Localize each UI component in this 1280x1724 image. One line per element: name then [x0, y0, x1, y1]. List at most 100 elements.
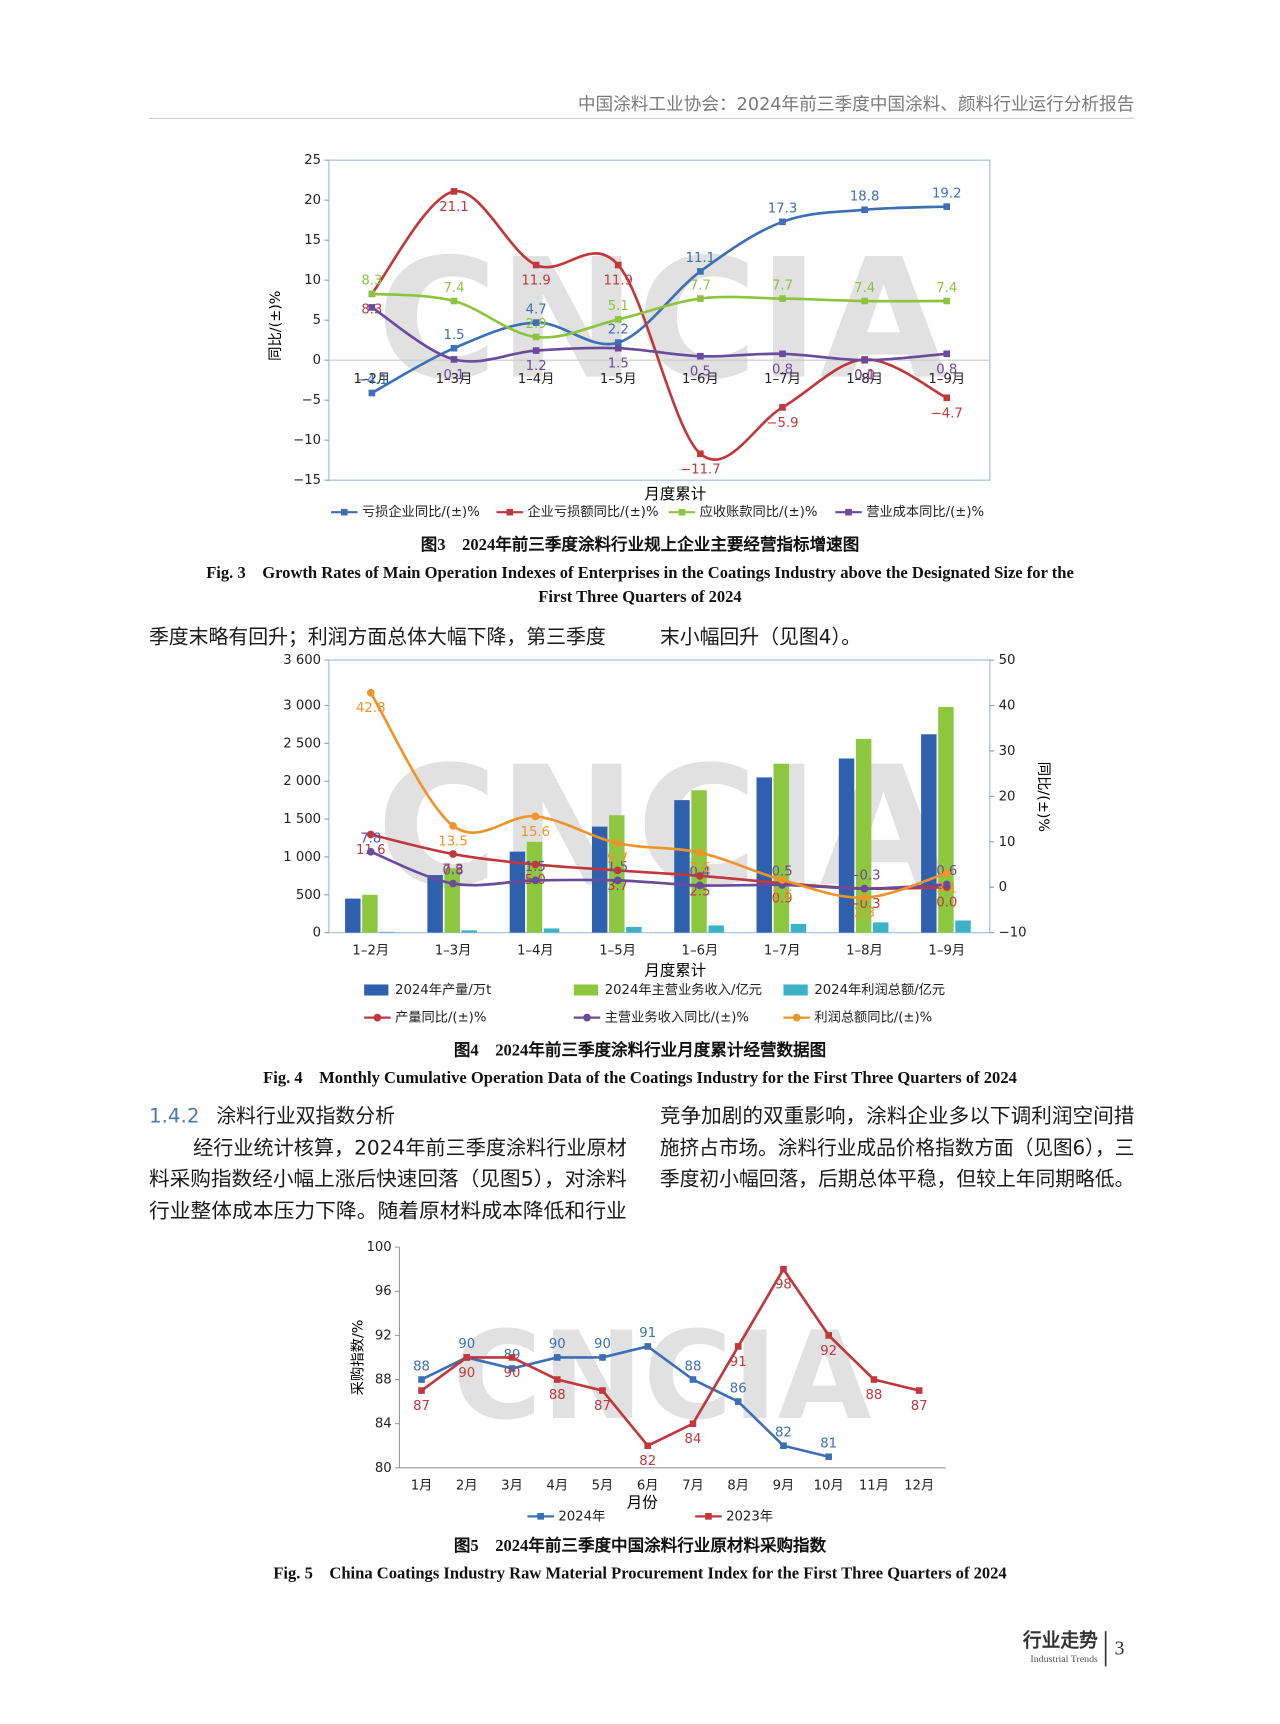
legend-marker: [845, 508, 852, 516]
y-tick-label: 500: [296, 888, 321, 903]
data-label: 86: [730, 1381, 747, 1396]
data-label: 87: [413, 1399, 430, 1414]
data-label: 82: [775, 1425, 792, 1440]
y-axis-title: 同比/(±)%: [267, 291, 284, 361]
data-label: 88: [549, 1388, 566, 1403]
data-point: [860, 884, 869, 893]
data-label: 0.1: [443, 368, 464, 383]
data-label: 1.5: [607, 860, 628, 875]
data-label: −11.7: [680, 462, 721, 477]
legend-label: 2023年: [726, 1508, 773, 1524]
paragraph-line: 行业整体成本压力下降。随着原材料成本降低和行业: [149, 1199, 627, 1222]
watermark: CNCIA: [377, 224, 948, 417]
x-tick-label: 1–7月: [764, 943, 801, 958]
data-point: [531, 812, 540, 821]
y-tick-label: 3 000: [283, 698, 321, 713]
watermark: CNCIA: [453, 1305, 872, 1447]
y-tick-label: 0: [313, 926, 321, 941]
x-tick-label: 6月: [637, 1478, 659, 1493]
data-point: [696, 848, 704, 857]
x-tick-label: 3月: [501, 1478, 523, 1493]
data-point: [779, 350, 786, 358]
x-tick-label: 9月: [773, 1478, 795, 1493]
bar: [509, 851, 526, 933]
x-tick-label: 1–3月: [435, 943, 472, 958]
data-point: [553, 1376, 561, 1383]
x-tick-label: 1–9月: [928, 943, 965, 958]
figure-caption: 图4 2024年前三季度涂料行业月度累计经营数据图: [454, 1040, 826, 1060]
y2-tick-label: 30: [999, 744, 1016, 759]
legend-label: 营业成本同比/(±)%: [866, 504, 984, 520]
data-point: [614, 344, 622, 352]
legend-label: 主营业务收入同比/(±)%: [605, 1010, 749, 1026]
x-tick-label: 1–4月: [518, 372, 555, 387]
data-label: 2.3: [854, 906, 875, 921]
y-tick-label: −15: [293, 473, 321, 488]
data-label: 0.5: [690, 365, 711, 380]
x-tick-label: 1–8月: [846, 372, 883, 387]
data-label: 88: [685, 1359, 702, 1374]
x-tick-label: 10月: [814, 1478, 844, 1493]
data-point: [599, 1354, 606, 1361]
data-point: [697, 268, 704, 275]
data-point: [942, 869, 951, 877]
data-label: 0.5: [772, 865, 793, 880]
series-line: [371, 205, 947, 395]
series-line: [371, 292, 947, 339]
data-label: 42.8: [356, 701, 385, 716]
y-tick-label: 10: [304, 273, 321, 288]
data-point: [450, 188, 458, 195]
figure-caption-en: Fig. 5 China Coatings Industry Raw Mater…: [273, 1564, 1006, 1583]
data-label: 0.9: [772, 892, 793, 907]
x-tick-label: 1–6月: [682, 943, 719, 958]
y-tick-label: 96: [375, 1284, 392, 1299]
x-tick-label: 1–8月: [846, 943, 883, 958]
y2-axis-title: 同比/(±)%: [1035, 762, 1052, 832]
series-line: [420, 1266, 920, 1448]
x-tick-label: 1–6月: [682, 372, 719, 387]
data-point: [613, 876, 622, 885]
data-point: [532, 347, 540, 354]
footer-section-en: Industrial Trends: [1030, 1654, 1098, 1665]
data-label: 0.0: [936, 896, 957, 911]
running-header: 中国涂料工业协会：2024年前三季度中国涂料、颜料行业运行分析报告: [578, 94, 1134, 115]
data-label: 82: [639, 1454, 656, 1469]
legend-marker: [705, 1513, 712, 1520]
data-label: 90: [594, 1337, 611, 1352]
y-tick-label: 5: [313, 313, 321, 328]
data-point: [532, 333, 540, 341]
y2-tick-label: 50: [999, 653, 1016, 668]
y-tick-label: −5: [302, 393, 322, 408]
data-point: [450, 356, 458, 363]
data-label: 7.3: [443, 862, 464, 877]
series-line: [370, 850, 947, 890]
legend-marker: [583, 1013, 591, 1022]
data-label: 0.0: [854, 369, 875, 384]
y-tick-label: 80: [375, 1461, 392, 1476]
y-tick-label: 88: [375, 1373, 392, 1388]
legend-swatch: [783, 984, 808, 996]
data-point: [449, 822, 457, 830]
x-tick-label: 8月: [727, 1478, 749, 1493]
bar: [345, 898, 361, 933]
data-label: 1.5: [443, 328, 464, 343]
bar: [955, 920, 971, 933]
legend-swatch: [573, 984, 599, 996]
data-point: [613, 839, 622, 847]
data-point: [943, 394, 951, 402]
bar: [626, 926, 642, 933]
data-point: [450, 297, 458, 305]
data-point: [418, 1387, 425, 1394]
data-label: 87: [594, 1399, 611, 1414]
x-tick-label: 12月: [904, 1478, 934, 1493]
y2-tick-label: 0: [999, 880, 1007, 895]
data-label: 91: [730, 1355, 747, 1370]
paragraph-line: 竞争加剧的双重影响，涂料企业多以下调利润空间措: [660, 1104, 1135, 1127]
y2-tick-label: −10: [999, 926, 1027, 941]
y-tick-label: −10: [293, 433, 321, 448]
data-label: 90: [458, 1366, 475, 1381]
y2-tick-label: 10: [999, 835, 1016, 850]
data-point: [825, 1332, 832, 1339]
data-label: 1.5: [525, 860, 546, 875]
data-label: 5.1: [608, 299, 629, 314]
